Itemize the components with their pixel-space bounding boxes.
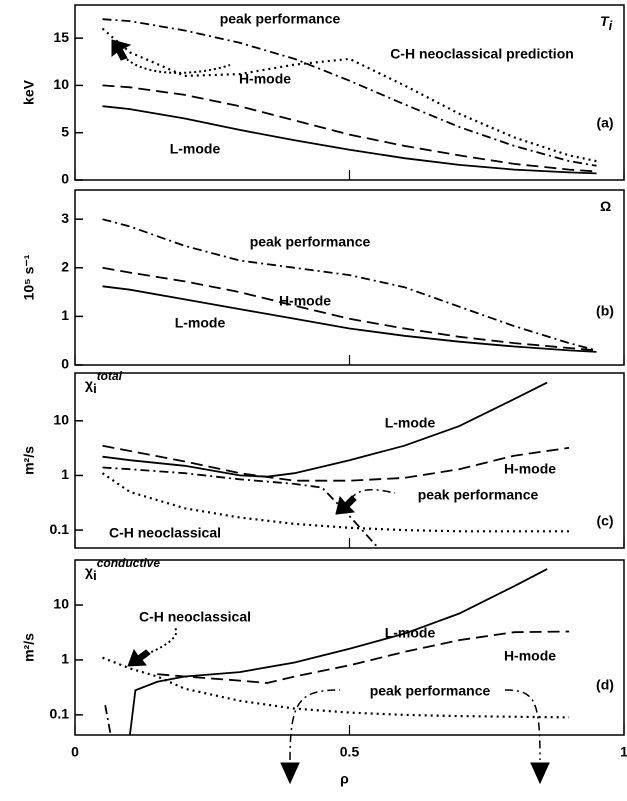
- series-label: H-mode: [279, 293, 331, 309]
- y-axis-label: 10⁵ s⁻¹: [21, 254, 37, 300]
- series-label: L-mode: [175, 315, 226, 331]
- series-label: H-mode: [504, 648, 556, 664]
- arrow-down-2: [530, 762, 550, 785]
- series-label: L-mode: [385, 625, 436, 641]
- series-line: [102, 105, 597, 175]
- series-line: [104, 705, 112, 735]
- y-tick-label: 10: [53, 596, 69, 612]
- symbol-sup: total: [97, 369, 123, 383]
- symbol-sub: i: [609, 18, 613, 33]
- series-line: [102, 218, 597, 352]
- y-axis-label: keV: [21, 79, 37, 105]
- series-line: [102, 18, 597, 167]
- panel: 0 5 10 15 keV (a) Ti peak performance C-H neocla…: [21, 4, 625, 187]
- panel-symbol: Ti: [600, 13, 613, 34]
- lines: [101, 381, 570, 548]
- series-label: H-mode: [239, 71, 291, 87]
- series-label: peak performance: [220, 11, 341, 27]
- series-line: [129, 568, 548, 735]
- series-label: H-mode: [504, 461, 556, 477]
- symbol: χ: [85, 376, 93, 392]
- panel-label: (c): [596, 513, 613, 529]
- series-line: [102, 285, 597, 353]
- symbol-sub: i: [93, 381, 97, 396]
- panel: 0.1 1 10 0 0.5 1 ρ m²/s (d) χiconductive C-H neocl…: [21, 556, 627, 787]
- y-tick-label: 10: [53, 412, 69, 428]
- series-label: L-mode: [170, 141, 221, 157]
- series-line: [101, 472, 570, 533]
- series-label: C-H neoclassical: [139, 609, 251, 625]
- series-label: L-mode: [385, 415, 436, 431]
- y-tick-label: 1: [61, 651, 69, 667]
- x-tick-label: 1: [620, 744, 627, 760]
- y-tick-label: 10: [53, 76, 69, 92]
- y-tick-label: 3: [61, 210, 69, 226]
- arrow-d-line: [141, 627, 178, 657]
- symbol: Ω: [600, 198, 611, 214]
- arrow-c-line: [349, 489, 396, 501]
- series-label: C-H neoclassical prediction: [390, 46, 574, 62]
- y-tick-label: 0.1: [50, 706, 70, 722]
- series-line: [102, 266, 597, 352]
- symbol-sup: conductive: [97, 556, 161, 570]
- series-line: [102, 381, 548, 478]
- y-tick-label: 5: [61, 123, 69, 139]
- series-label: C-H neoclassical: [109, 525, 221, 541]
- lines: [101, 18, 597, 175]
- arrow-d: [127, 648, 151, 667]
- arrow-c: [335, 495, 357, 515]
- lines: [102, 568, 570, 735]
- symbol-sub: i: [93, 568, 97, 583]
- y-tick-label: 0: [61, 171, 69, 187]
- series-line: [102, 444, 570, 482]
- arrow-a: [111, 39, 132, 61]
- panel-symbol: χiconductive: [85, 556, 160, 583]
- y-tick-label: 0.1: [50, 521, 70, 537]
- arrow-down-1: [280, 762, 300, 785]
- panel-symbol: Ω: [600, 198, 611, 214]
- y-axis-label: m²/s: [21, 446, 37, 475]
- y-tick-label: 0: [61, 356, 69, 372]
- panel-label: (d): [596, 677, 614, 693]
- symbol: T: [600, 13, 610, 29]
- y-axis-label: m²/s: [21, 633, 37, 662]
- lines: [102, 218, 597, 353]
- panel-label: (b): [596, 303, 614, 319]
- x-axis-label: ρ: [340, 771, 349, 787]
- series-label: peak performance: [370, 683, 491, 699]
- x-tick-label: 0.5: [340, 744, 360, 760]
- y-tick-label: 1: [61, 466, 69, 482]
- panel: 0.1 1 10 m²/s (c) χitotal L-mode H-mode peak per…: [21, 369, 625, 549]
- annotation-arrows: [111, 39, 550, 785]
- y-tick-label: 15: [53, 29, 69, 45]
- x-tick-label: 0: [71, 744, 79, 760]
- panel-label: (a): [596, 115, 613, 131]
- series-label: peak performance: [250, 234, 371, 250]
- symbol: χ: [85, 563, 93, 579]
- y-tick-label: 1: [61, 307, 69, 323]
- series-line: [102, 84, 597, 173]
- series-line: [102, 656, 570, 719]
- y-tick-label: 2: [61, 258, 69, 274]
- peak-dashed-curve: [289, 689, 541, 761]
- series-line: [157, 630, 570, 684]
- series-label: peak performance: [418, 487, 539, 503]
- panel-symbol: χitotal: [85, 369, 123, 396]
- arrow-a-line: [119, 51, 231, 74]
- series-line: [101, 27, 597, 163]
